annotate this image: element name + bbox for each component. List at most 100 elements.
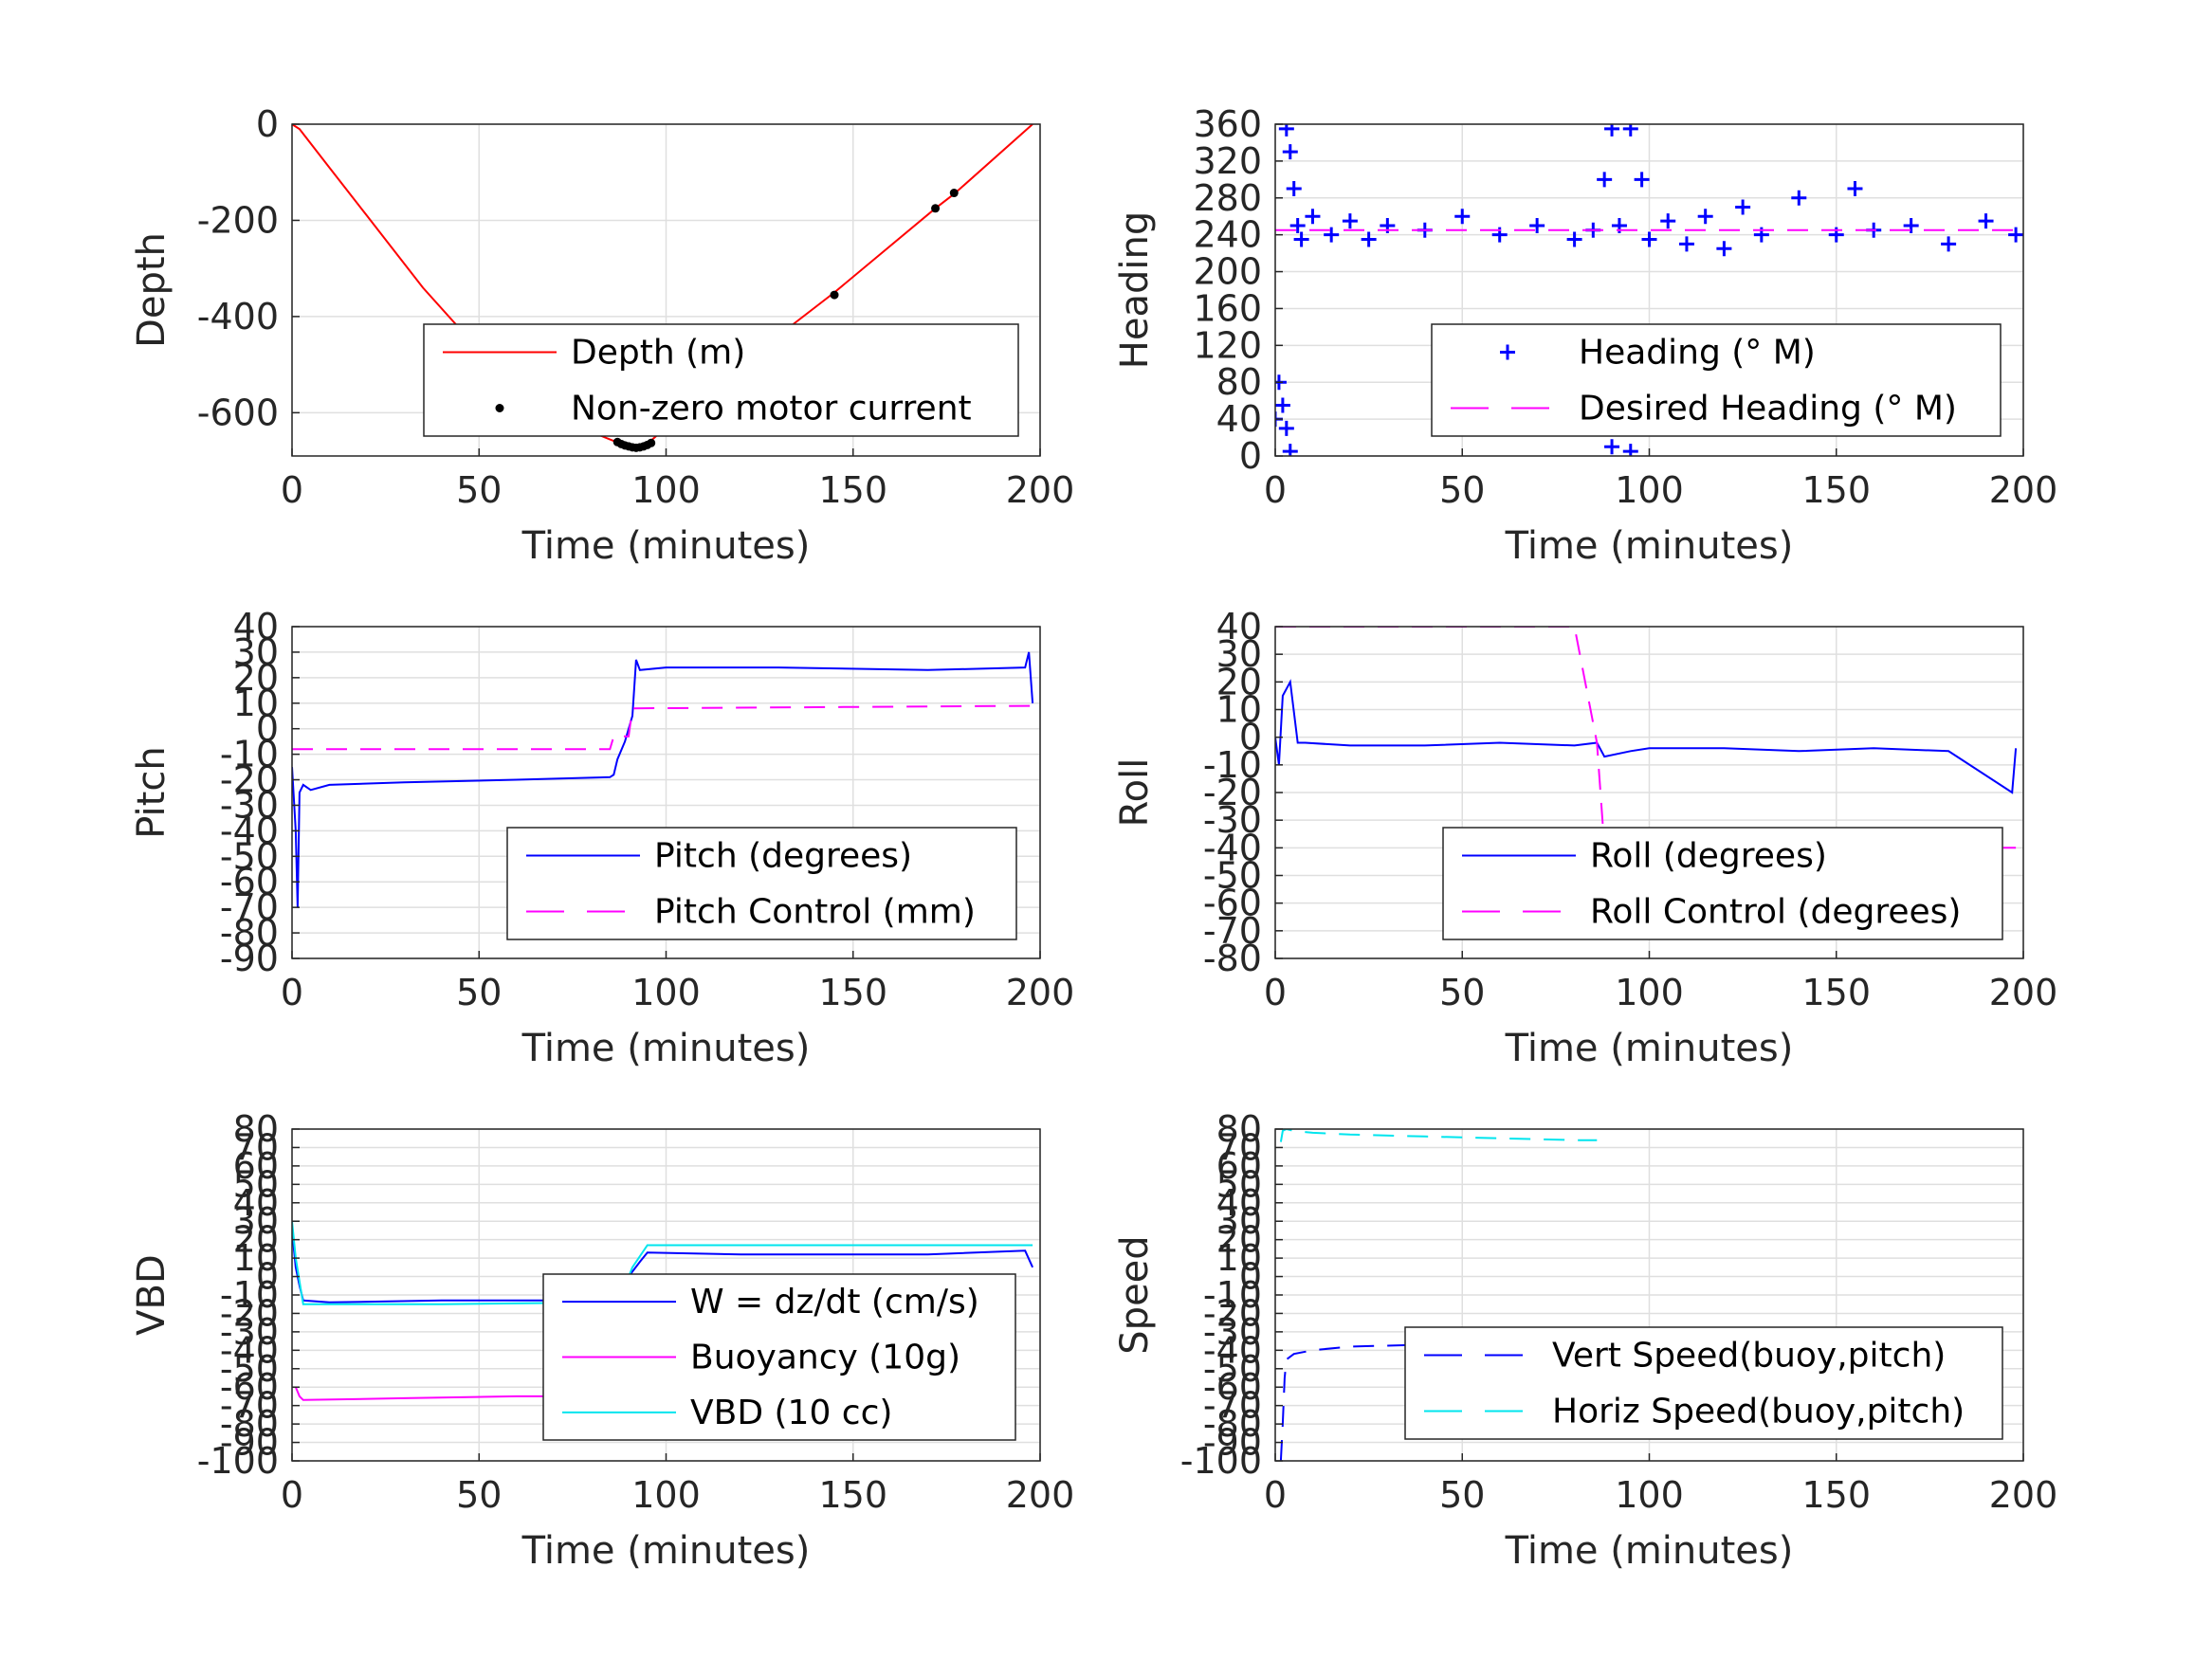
data-point — [1735, 199, 1751, 215]
data-point — [1622, 124, 1638, 137]
y-tick-label: 200 — [1193, 251, 1262, 293]
x-tick-label: 50 — [1439, 972, 1485, 1013]
y-tick-label: 120 — [1193, 324, 1262, 366]
data-point — [931, 204, 941, 213]
x-tick-label: 150 — [818, 469, 887, 511]
y-tick-label: -30 — [1203, 1311, 1262, 1353]
y-tick-label: -30 — [1203, 799, 1262, 841]
data-point — [1282, 444, 1298, 456]
legend: Depth (m) Non-zero motor current — [423, 323, 1019, 437]
y-tick-label: -60 — [1203, 883, 1262, 924]
x-tick-label: 200 — [1006, 469, 1075, 511]
y-tick-label: 80 — [1216, 1108, 1262, 1150]
y-tick-label: 280 — [1193, 177, 1262, 219]
x-tick-label: 200 — [1989, 972, 2058, 1013]
y-tick-label: 40 — [1216, 398, 1262, 440]
y-tick-label: -70 — [1203, 1385, 1262, 1427]
data-point — [1305, 209, 1321, 225]
x-tick-label: 50 — [1439, 469, 1485, 511]
x-axis-label: Time (minutes) — [1505, 1529, 1794, 1573]
y-tick-label: -70 — [220, 886, 279, 928]
data-point — [1903, 217, 1919, 233]
legend-label: Buoyancy (10g) — [690, 1339, 960, 1377]
legend-box — [1442, 827, 2003, 940]
y-tick-label: -60 — [1203, 1366, 1262, 1408]
data-point — [1324, 227, 1340, 243]
y-tick-label: 10 — [233, 683, 279, 724]
y-tick-label: 70 — [233, 1126, 279, 1168]
legend-label: Heading (° M) — [1579, 334, 1816, 373]
y-tick-label: 360 — [1193, 103, 1262, 145]
y-tick-label: -20 — [1203, 1292, 1262, 1334]
x-tick-label: 0 — [281, 972, 303, 1013]
legend-label: Horiz Speed(buoy,pitch) — [1552, 1393, 1965, 1431]
y-tick-label: -70 — [220, 1385, 279, 1427]
series-line — [294, 1386, 614, 1401]
y-tick-label: -100 — [197, 1440, 279, 1482]
y-tick-label: 10 — [1216, 689, 1262, 731]
y-tick-label: 10 — [233, 1237, 279, 1279]
y-tick-label: -80 — [220, 912, 279, 954]
legend-label: Pitch (degrees) — [654, 837, 912, 876]
legend: Heading (° M) Desired Heading (° M) — [1431, 323, 2002, 437]
legend-label: Roll (degrees) — [1590, 837, 1827, 876]
data-layer — [1275, 124, 2023, 456]
y-tick-label: -50 — [220, 835, 279, 877]
y-tick-label: -30 — [220, 784, 279, 826]
y-tick-label: -60 — [220, 1366, 279, 1408]
y-tick-label: -10 — [1203, 1274, 1262, 1316]
legend-swatch — [1500, 344, 1515, 360]
x-tick-label: 200 — [1006, 1474, 1075, 1516]
y-tick-label: -80 — [1203, 938, 1262, 979]
data-point — [1697, 209, 1713, 225]
x-tick-label: 50 — [456, 972, 502, 1013]
x-tick-label: 200 — [1989, 1474, 2058, 1516]
y-tick-label: -70 — [1203, 910, 1262, 952]
panel-roll: 0 50 100 150 200403020100-10-20-30-40-50-60-… — [1113, 606, 2057, 1070]
y-tick-label: 0 — [1239, 435, 1262, 477]
x-tick-label: 100 — [631, 469, 701, 511]
y-tick-label: 0 — [1239, 1256, 1262, 1298]
y-tick-label: 30 — [1216, 1200, 1262, 1242]
y-tick-label: 30 — [233, 631, 279, 673]
y-tick-label: 0 — [1239, 717, 1262, 758]
y-tick-label: -600 — [197, 392, 279, 433]
y-tick-label: 60 — [233, 1145, 279, 1187]
legend-label: Pitch Control (mm) — [654, 893, 976, 932]
y-tick-label: 60 — [1216, 1145, 1262, 1187]
data-point — [1342, 213, 1358, 229]
legend-label: Roll Control (degrees) — [1590, 893, 1961, 932]
x-tick-label: 150 — [818, 972, 887, 1013]
data-point — [830, 290, 839, 300]
y-tick-label: 0 — [256, 708, 279, 750]
panel-heading: 0 50 100 150 20004080120160200240280320360Ti… — [1113, 103, 2057, 568]
x-tick-label: 50 — [456, 1474, 502, 1516]
data-point — [1634, 172, 1650, 188]
x-tick-label: 150 — [818, 1474, 887, 1516]
y-tick-label: 20 — [1216, 661, 1262, 702]
data-layer — [292, 124, 1033, 452]
y-axis-label: Heading — [1113, 211, 1157, 369]
y-tick-label: 10 — [1216, 1237, 1262, 1279]
y-tick-label: -10 — [220, 1274, 279, 1316]
data-point — [1716, 241, 1732, 257]
data-point — [1529, 217, 1545, 233]
panel-pitch: 0 50 100 150 200403020100-10-20-30-40-50-60-… — [130, 606, 1074, 1070]
y-tick-label: 320 — [1193, 140, 1262, 182]
y-tick-label: -20 — [220, 759, 279, 801]
x-tick-label: 150 — [1801, 972, 1871, 1013]
y-tick-label: 20 — [233, 1219, 279, 1261]
data-point — [1641, 231, 1657, 247]
y-tick-label: 30 — [1216, 633, 1262, 675]
data-point — [1282, 144, 1298, 160]
x-tick-label: 50 — [1439, 1474, 1485, 1516]
y-tick-label: -10 — [220, 734, 279, 775]
data-point — [1566, 231, 1582, 247]
x-tick-label: 0 — [1264, 469, 1287, 511]
legend-box — [506, 827, 1017, 940]
data-point — [1847, 181, 1863, 197]
y-tick-label: -90 — [220, 938, 279, 979]
x-tick-label: 0 — [1264, 1474, 1287, 1516]
y-tick-label: 50 — [1216, 1163, 1262, 1205]
